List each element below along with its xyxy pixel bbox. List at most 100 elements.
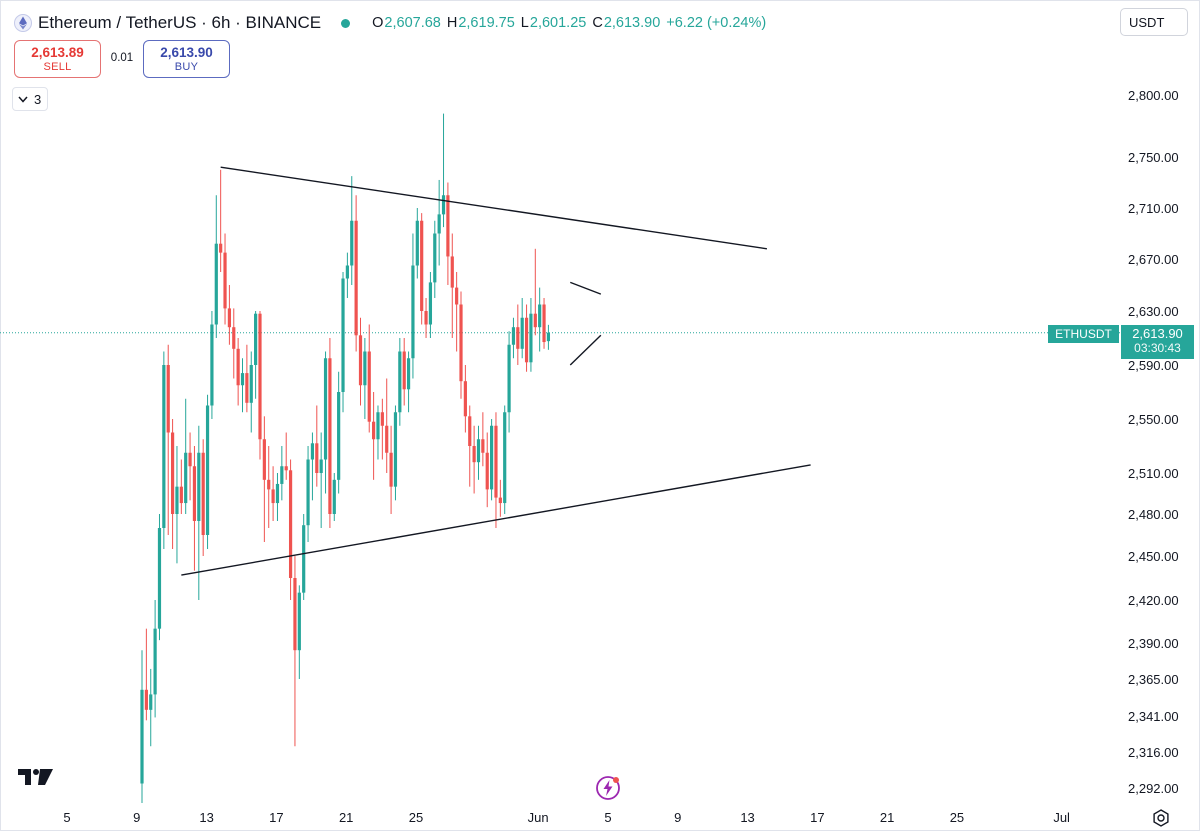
candle-body (546, 332, 551, 342)
candle (511, 317, 516, 359)
candle-body (271, 489, 275, 504)
candle (389, 425, 393, 514)
x-tick-label: 25 (409, 810, 423, 825)
candle-body (516, 327, 520, 349)
candle (498, 479, 502, 517)
candle (140, 650, 144, 803)
candle (468, 405, 472, 487)
candle-body (249, 365, 253, 403)
candle-body (184, 452, 188, 504)
candle (280, 446, 284, 501)
y-tick-label: 2,420.00 (1128, 593, 1179, 608)
candle-body (306, 459, 310, 526)
candle (507, 331, 511, 433)
candle-body (328, 358, 332, 514)
candle (367, 324, 371, 433)
y-tick-label: 2,341.00 (1128, 709, 1179, 724)
x-tick-label: 21 (339, 810, 353, 825)
candle (345, 252, 349, 298)
candle (205, 394, 210, 549)
candle-body (341, 278, 345, 392)
candle-body (494, 425, 498, 498)
x-tick-label: 13 (740, 810, 754, 825)
x-tick-label: 5 (604, 810, 611, 825)
candle-body (476, 439, 481, 463)
close-value: 2,613.90 (603, 15, 661, 31)
candle-body (529, 313, 533, 363)
candle (170, 419, 175, 549)
ethereum-logo-icon (14, 14, 32, 32)
candle (166, 344, 170, 535)
candle (485, 432, 489, 508)
x-tick-label: Jun (528, 810, 549, 825)
candle (323, 351, 328, 494)
candle-body (354, 220, 358, 336)
currency-selector[interactable]: USDT (1120, 8, 1188, 36)
candle (490, 419, 494, 501)
low-label: L (520, 15, 529, 31)
symbol-title[interactable]: Ethereum / TetherUS · 6h · BINANCE (38, 13, 322, 32)
candle (192, 446, 197, 571)
candle (153, 600, 157, 718)
sell-button[interactable]: 2,613.89 SELL (14, 40, 101, 78)
candle-body (485, 452, 489, 490)
candle (214, 195, 218, 338)
candle (184, 398, 188, 514)
buy-button[interactable]: 2,613.90 BUY (143, 40, 230, 78)
gear-icon[interactable] (1152, 809, 1170, 827)
candle-body (210, 324, 214, 406)
candle-body (236, 348, 240, 386)
candle-body (166, 365, 170, 433)
lightning-icon[interactable] (595, 775, 621, 801)
candle (328, 338, 332, 528)
candle (197, 425, 201, 600)
symbol-tag: ETHUSDT (1048, 325, 1119, 343)
candle-body (441, 195, 446, 215)
candle-body (175, 486, 179, 514)
candle-body (459, 304, 463, 382)
candle-body (345, 265, 349, 279)
candle (306, 446, 310, 542)
candle-body (293, 578, 297, 651)
candle-body (157, 528, 162, 629)
candle-body (538, 304, 542, 328)
candle (494, 412, 498, 528)
candle (420, 213, 424, 325)
candle-body (433, 233, 437, 283)
candle (524, 304, 529, 372)
candle (341, 272, 345, 413)
candle-body (197, 452, 201, 521)
close-label: C (592, 15, 603, 31)
trendline-pennant-upper (570, 281, 602, 295)
candle (385, 378, 389, 473)
candle (433, 220, 437, 298)
candle-body (149, 694, 153, 710)
candle (188, 432, 192, 501)
tradingview-logo-icon[interactable] (18, 768, 54, 786)
x-tick-label: 21 (880, 810, 894, 825)
candle-body (358, 335, 363, 386)
candle-body (463, 381, 467, 417)
candle (302, 514, 306, 600)
candle (288, 459, 293, 600)
spread-value: 0.01 (110, 52, 134, 64)
candle-body (372, 421, 376, 440)
candle (463, 365, 467, 433)
candle-body (262, 439, 266, 480)
candle (424, 298, 428, 338)
candle (402, 338, 406, 406)
candle (472, 425, 476, 494)
candle-body (520, 317, 524, 349)
trendline-ascending-support (181, 464, 811, 576)
buy-label: BUY (174, 61, 199, 73)
candle (271, 466, 275, 521)
y-tick-label: 2,750.00 (1128, 150, 1179, 165)
candle (398, 338, 402, 426)
indicators-toggle[interactable]: 3 (12, 87, 49, 111)
candle-body (267, 479, 271, 490)
candle (249, 351, 253, 433)
x-tick-label: Jul (1053, 810, 1070, 825)
ohlc-legend: O2,607.68 H2,619.75 L2,601.25 C2,613.90 … (372, 15, 766, 31)
candle-body (503, 412, 507, 504)
